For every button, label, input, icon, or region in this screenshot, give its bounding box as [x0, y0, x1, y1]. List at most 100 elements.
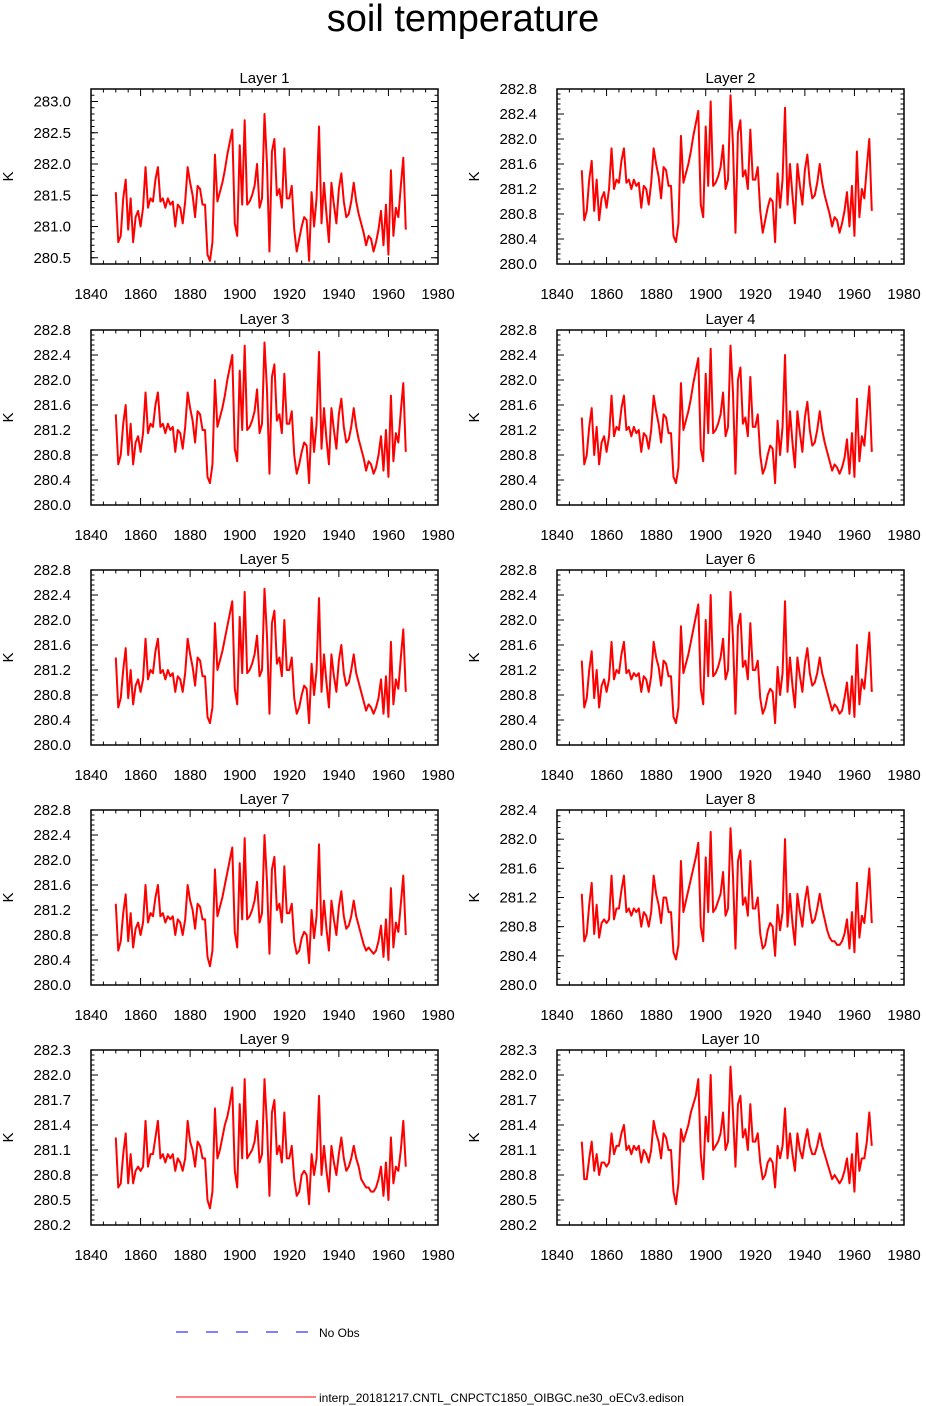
- x-tick-label: 1900: [223, 1247, 256, 1264]
- y-tick-label: 281.6: [499, 397, 537, 414]
- y-tick-label: 281.0: [33, 219, 71, 236]
- chart-title: Layer 1: [239, 70, 289, 87]
- y-tick-label: 280.8: [499, 1167, 537, 1184]
- y-tick-label: 281.1: [499, 1142, 537, 1159]
- x-tick-label: 1840: [74, 286, 107, 303]
- x-tick-label: 1880: [639, 1247, 672, 1264]
- y-axis-label: K: [466, 171, 483, 181]
- chart-title: Layer 4: [705, 311, 755, 328]
- y-tick-label: 282.3: [499, 1042, 537, 1059]
- x-tick-label: 1980: [887, 767, 920, 784]
- y-tick-label: 281.6: [499, 637, 537, 654]
- x-tick-label: 1860: [590, 1247, 623, 1264]
- y-tick-label: 282.8: [499, 81, 537, 98]
- x-tick-label: 1900: [689, 1247, 722, 1264]
- y-tick-label: 280.0: [33, 737, 71, 754]
- x-tick-label: 1980: [887, 1247, 920, 1264]
- x-tick-label: 1940: [322, 1007, 355, 1024]
- y-tick-label: 281.6: [33, 397, 71, 414]
- x-tick-label: 1900: [223, 286, 256, 303]
- y-tick-label: 282.0: [499, 831, 537, 848]
- x-tick-label: 1960: [372, 527, 405, 544]
- x-tick-label: 1860: [590, 527, 623, 544]
- y-tick-label: 282.0: [33, 612, 71, 629]
- x-tick-label: 1940: [322, 286, 355, 303]
- y-tick-label: 281.2: [33, 902, 71, 919]
- y-axis-label: K: [0, 412, 17, 422]
- x-tick-label: 1980: [887, 286, 920, 303]
- x-tick-label: 1920: [739, 286, 772, 303]
- chart-panel: Layer 7 K 1840 1860 1880 1900 1920 1940 1960 1980…: [0, 791, 455, 1024]
- x-tick-label: 1940: [788, 1007, 821, 1024]
- x-tick-label: 1900: [223, 1007, 256, 1024]
- x-tick-label: 1980: [421, 767, 454, 784]
- y-tick-label: 282.0: [33, 372, 71, 389]
- y-tick-label: 280.5: [33, 1192, 71, 1209]
- x-tick-label: 1940: [322, 527, 355, 544]
- x-tick-label: 1980: [887, 1007, 920, 1024]
- y-tick-label: 280.4: [33, 712, 71, 729]
- chart-panel: Layer 9 K 1840 1860 1880 1900 1920 1940 1960 1980…: [0, 1031, 455, 1264]
- x-tick-label: 1880: [639, 286, 672, 303]
- x-tick-label: 1840: [540, 1247, 573, 1264]
- x-tick-label: 1980: [421, 1007, 454, 1024]
- y-tick-label: 282.0: [499, 372, 537, 389]
- y-tick-label: 280.4: [33, 472, 71, 489]
- y-tick-label: 280.2: [33, 1217, 71, 1234]
- chart-panel: Layer 4 K 1840 1860 1880 1900 1920 1940 1960 1980…: [466, 311, 921, 544]
- x-tick-label: 1880: [173, 1007, 206, 1024]
- y-tick-label: 280.4: [499, 712, 537, 729]
- chart-panel: Layer 6 K 1840 1860 1880 1900 1920 1940 1960 1980…: [466, 551, 921, 784]
- x-tick-label: 1940: [322, 1247, 355, 1264]
- y-tick-label: 282.4: [33, 347, 71, 364]
- x-tick-label: 1860: [124, 1007, 157, 1024]
- y-tick-label: 280.8: [33, 447, 71, 464]
- x-tick-label: 1880: [639, 767, 672, 784]
- y-tick-label: 282.0: [499, 1067, 537, 1084]
- y-tick-label: 280.5: [499, 1192, 537, 1209]
- y-axis-label: K: [0, 892, 17, 902]
- x-tick-label: 1980: [421, 1247, 454, 1264]
- legend-model-label: interp_20181217.CNTL_CNPCTC1850_OIBGC.ne…: [319, 1391, 684, 1405]
- y-tick-label: 282.0: [33, 156, 71, 173]
- x-tick-label: 1840: [74, 527, 107, 544]
- y-tick-label: 282.5: [33, 125, 71, 142]
- x-tick-label: 1960: [838, 286, 871, 303]
- x-tick-label: 1920: [273, 1007, 306, 1024]
- x-tick-label: 1840: [74, 1247, 107, 1264]
- x-tick-label: 1940: [788, 767, 821, 784]
- x-tick-label: 1840: [540, 1007, 573, 1024]
- y-tick-label: 282.3: [33, 1042, 71, 1059]
- y-tick-label: 282.4: [499, 347, 537, 364]
- x-tick-label: 1940: [788, 286, 821, 303]
- x-tick-label: 1960: [838, 527, 871, 544]
- x-tick-label: 1960: [838, 1247, 871, 1264]
- y-tick-label: 282.8: [33, 322, 71, 339]
- chart-panel: Layer 5 K 1840 1860 1880 1900 1920 1940 1960 1980…: [0, 551, 455, 784]
- x-tick-label: 1860: [590, 1007, 623, 1024]
- y-tick-label: 281.2: [499, 890, 537, 907]
- legend-no-obs-label: No Obs: [319, 1326, 360, 1340]
- y-tick-label: 281.5: [33, 187, 71, 204]
- x-tick-label: 1840: [74, 1007, 107, 1024]
- series-line: [114, 341, 407, 485]
- y-tick-label: 280.0: [499, 737, 537, 754]
- chart-title: Layer 10: [701, 1031, 759, 1048]
- x-tick-label: 1900: [689, 286, 722, 303]
- page-title: soil temperature: [326, 0, 600, 40]
- x-tick-label: 1960: [372, 767, 405, 784]
- chart-title: Layer 7: [239, 791, 289, 808]
- y-tick-label: 281.6: [33, 877, 71, 894]
- y-tick-label: 282.8: [33, 562, 71, 579]
- y-tick-label: 281.6: [33, 637, 71, 654]
- chart-title: Layer 5: [239, 551, 289, 568]
- y-tick-label: 280.0: [499, 256, 537, 273]
- series-line: [114, 587, 407, 725]
- y-tick-label: 282.8: [33, 802, 71, 819]
- y-tick-label: 280.4: [499, 472, 537, 489]
- y-axis-label: K: [0, 1132, 17, 1142]
- x-tick-label: 1880: [173, 1247, 206, 1264]
- series-line: [580, 827, 873, 961]
- y-tick-label: 280.8: [33, 927, 71, 944]
